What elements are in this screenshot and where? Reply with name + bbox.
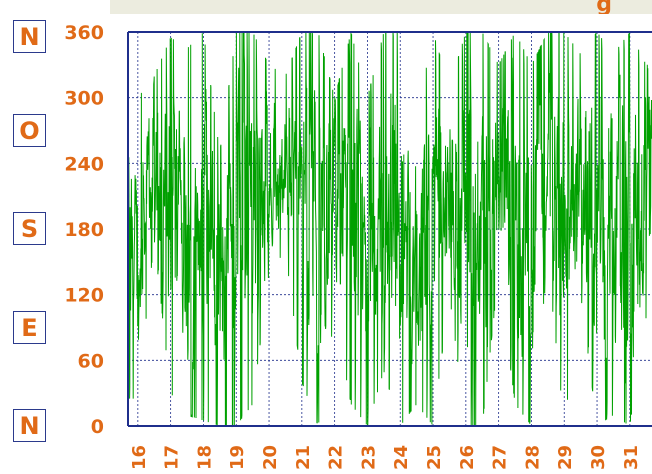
x-tick-label: 31 [621, 445, 642, 470]
direction-label: O [13, 113, 46, 147]
title-band: g [110, 0, 652, 14]
direction-label: S [13, 212, 46, 245]
y-tick-labels: 0 60 120 180 240 300 360 [64, 22, 104, 438]
direction-label: E [13, 310, 46, 344]
x-tick-labels: 16 17 18 19 20 21 22 23 24 25 26 27 28 29 30 31 [129, 445, 642, 470]
y-tick-label: 300 [64, 88, 104, 110]
y-tick-label: 60 [78, 350, 104, 372]
x-tick-label: 16 [129, 445, 150, 470]
y-tick-label: 120 [64, 285, 104, 307]
direction-label: N [13, 409, 46, 442]
x-tick-label: 28 [522, 445, 543, 470]
y-tick-label: 360 [64, 22, 104, 44]
x-tick-label: 24 [391, 445, 412, 470]
chart-title: g [596, 0, 612, 14]
y-tick-label: 0 [91, 416, 104, 438]
series-line [127, 31, 652, 428]
x-tick-label: 17 [162, 445, 183, 470]
x-tick-label: 21 [293, 445, 314, 470]
x-tick-label: 19 [227, 445, 248, 470]
x-tick-label: 23 [358, 445, 379, 470]
x-tick-label: 18 [194, 445, 215, 470]
x-tick-label: 30 [588, 445, 609, 470]
direction-label: N [13, 20, 46, 53]
x-tick-label: 27 [490, 445, 511, 470]
series-layer [127, 31, 652, 428]
x-tick-label: 22 [326, 445, 347, 470]
y-tick-label: 240 [64, 153, 104, 175]
x-tick-label: 20 [260, 445, 281, 470]
x-tick-label: 25 [424, 445, 445, 470]
axis-layer [127, 31, 652, 427]
x-tick-label: 26 [457, 445, 478, 470]
y-tick-label: 180 [64, 219, 104, 241]
x-tick-label: 29 [555, 445, 576, 470]
